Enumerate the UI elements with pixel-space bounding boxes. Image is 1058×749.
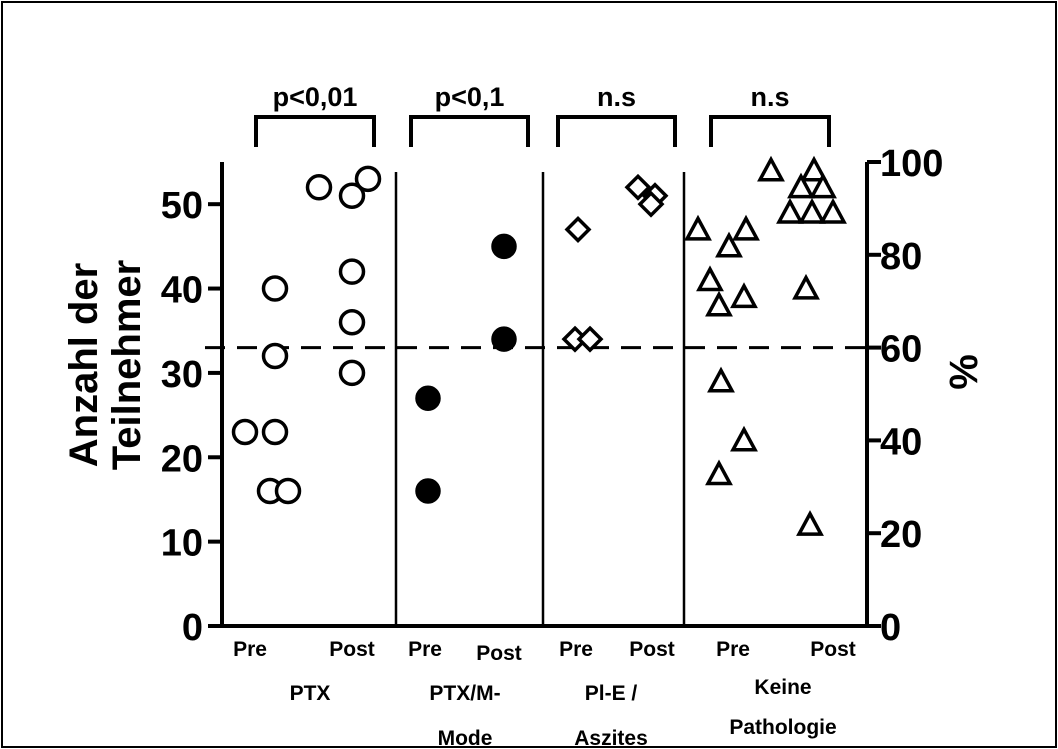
significance-bracket	[709, 115, 831, 147]
open-circle-point	[261, 418, 289, 446]
open-triangle-point	[796, 510, 824, 536]
open-triangle-point	[809, 172, 837, 199]
post-label: Post	[629, 638, 675, 661]
open-diamond-point	[624, 173, 652, 201]
left-tick-label: 30	[161, 354, 203, 396]
significance-bracket	[556, 115, 677, 147]
open-triangle-point	[792, 273, 820, 300]
filled-circle-point	[415, 478, 441, 504]
category-label: Mode	[438, 727, 493, 749]
open-diamond-point	[564, 216, 592, 243]
pre-label: Pre	[233, 638, 267, 661]
open-triangle-point	[730, 282, 758, 309]
left-y-axis-title-line-2: Teilnehmer	[105, 260, 149, 470]
data-points	[231, 155, 847, 536]
open-circle-point	[338, 359, 366, 387]
filled-circle-point	[491, 233, 517, 260]
category-label: PTX	[290, 682, 331, 705]
right-y-axis: 0 20 40 60 80 100	[865, 143, 943, 649]
open-triangle-point	[705, 459, 733, 486]
left-y-axis-title-line-1: Anzahl der	[62, 263, 106, 467]
left-tick-label: 40	[161, 270, 203, 312]
filled-circle-point	[491, 326, 517, 352]
significance-label: n.s	[750, 82, 789, 112]
pre-label: Pre	[559, 638, 593, 661]
category-label: Keine	[754, 676, 811, 699]
post-label: Post	[329, 638, 375, 661]
open-circle-point	[261, 342, 289, 370]
open-triangle-point	[732, 214, 760, 241]
open-triangle-point	[757, 155, 785, 182]
category-label: PTX/M-	[429, 682, 500, 705]
left-tick-label: 50	[161, 185, 203, 227]
open-triangle-point	[696, 265, 724, 292]
significance-label: p<0,1	[435, 82, 505, 112]
right-tick-label: 80	[880, 236, 922, 278]
category-label: Pathologie	[729, 716, 836, 739]
right-tick-label: 100	[880, 143, 943, 185]
open-circle-point	[231, 418, 259, 446]
open-circle-point	[305, 174, 333, 201]
open-triangle-point	[730, 425, 758, 452]
open-triangle-point	[715, 231, 743, 258]
open-circle-point	[274, 477, 302, 505]
right-y-ticks: 0 20 40 60 80 100	[867, 143, 943, 649]
post-label: Post	[476, 642, 522, 665]
left-y-axis: 0 10 20 30 40 50	[161, 162, 224, 649]
significance-label: n.s	[597, 82, 636, 112]
open-circle-point	[354, 165, 382, 193]
open-diamond-point	[576, 325, 604, 353]
groups-layer: p<0,01 Pre Post PTX p<0,1 Pre Post PTX/M- Mode n.…	[233, 82, 856, 749]
right-tick-label: 20	[880, 514, 922, 556]
open-diamond-point	[637, 190, 665, 218]
category-label: Pl-E /	[585, 682, 638, 705]
open-triangle-point	[798, 197, 826, 224]
open-circle-point	[338, 258, 366, 285]
post-label: Post	[810, 638, 856, 661]
right-tick-label: 40	[880, 421, 922, 463]
open-triangle-point	[787, 172, 815, 199]
open-triangle-point	[776, 197, 804, 224]
significance-label: p<0,01	[273, 82, 358, 112]
significance-bracket	[254, 115, 376, 147]
open-triangle-point	[684, 214, 712, 241]
open-triangle-point	[819, 197, 847, 224]
left-tick-label: 10	[161, 523, 203, 565]
left-tick-label: 20	[161, 438, 203, 480]
right-tick-label: 60	[880, 329, 922, 371]
open-circle-point	[338, 182, 366, 209]
open-circle-point	[338, 309, 366, 336]
category-label: Aszites	[574, 727, 648, 749]
filled-circle-point	[415, 385, 441, 411]
pre-label: Pre	[716, 638, 750, 661]
left-y-ticks: 0 10 20 30 40 50	[161, 185, 222, 649]
open-triangle-point	[707, 366, 735, 393]
right-tick-label: 0	[880, 607, 901, 649]
open-circle-point	[261, 275, 289, 302]
open-triangle-point	[705, 290, 733, 317]
right-y-axis-title: %	[941, 354, 985, 390]
significance-bracket	[409, 115, 530, 147]
open-triangle-point	[800, 155, 828, 182]
left-tick-label: 0	[182, 607, 203, 649]
pre-label: Pre	[408, 638, 442, 661]
